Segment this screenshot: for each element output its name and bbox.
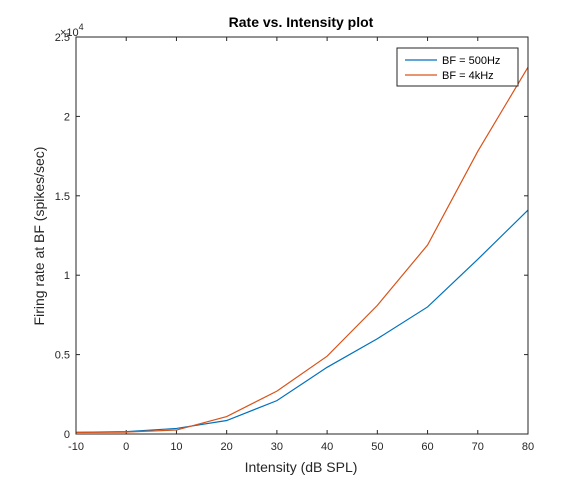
y-tick-label: 1.5 bbox=[55, 191, 70, 203]
legend-label-500hz: BF = 500Hz bbox=[442, 55, 500, 67]
x-tick-label: 40 bbox=[321, 441, 333, 453]
y-tick-label: 1 bbox=[64, 270, 70, 282]
legend: BF = 500Hz BF = 4kHz bbox=[396, 47, 519, 87]
y-axis-multiplier: ×104 bbox=[60, 22, 84, 39]
chart-title: Rate vs. Intensity plot bbox=[229, 14, 374, 30]
y-axis: 0 0.5 1 1.5 2 2.5 bbox=[55, 32, 528, 441]
series-line-500hz bbox=[75, 209, 529, 434]
y-tick-label: 0 bbox=[64, 429, 70, 441]
series-line-4khz bbox=[75, 66, 529, 434]
series-lines bbox=[75, 66, 529, 434]
x-tick-label: 0 bbox=[123, 441, 129, 453]
y-tick-label: 2.5 bbox=[55, 32, 70, 44]
legend-label-4khz: BF = 4kHz bbox=[442, 70, 494, 82]
x-tick-label: -10 bbox=[68, 441, 84, 453]
x-tick-label: 30 bbox=[271, 441, 283, 453]
y-tick-label: 2 bbox=[64, 111, 70, 123]
x-tick-label: 60 bbox=[421, 441, 433, 453]
legend-box bbox=[396, 47, 519, 87]
x-tick-label: 10 bbox=[170, 441, 182, 453]
plot-border bbox=[75, 36, 529, 435]
x-axis-label: Intensity (dB SPL) bbox=[245, 459, 358, 475]
x-tick-label: 20 bbox=[221, 441, 233, 453]
y-tick-label: 0.5 bbox=[55, 350, 70, 362]
y-axis-label: Firing rate at BF (spikes/sec) bbox=[31, 147, 47, 326]
y-multiplier-exponent: 4 bbox=[79, 22, 84, 32]
x-tick-label: 50 bbox=[371, 441, 383, 453]
y-multiplier-base: ×10 bbox=[60, 27, 79, 39]
x-tick-label: 70 bbox=[472, 441, 484, 453]
plot-area bbox=[75, 36, 529, 435]
x-tick-label: 80 bbox=[522, 441, 534, 453]
x-axis: -10 0 10 20 30 40 50 60 70 80 bbox=[68, 37, 534, 453]
plot-frame bbox=[75, 36, 529, 435]
